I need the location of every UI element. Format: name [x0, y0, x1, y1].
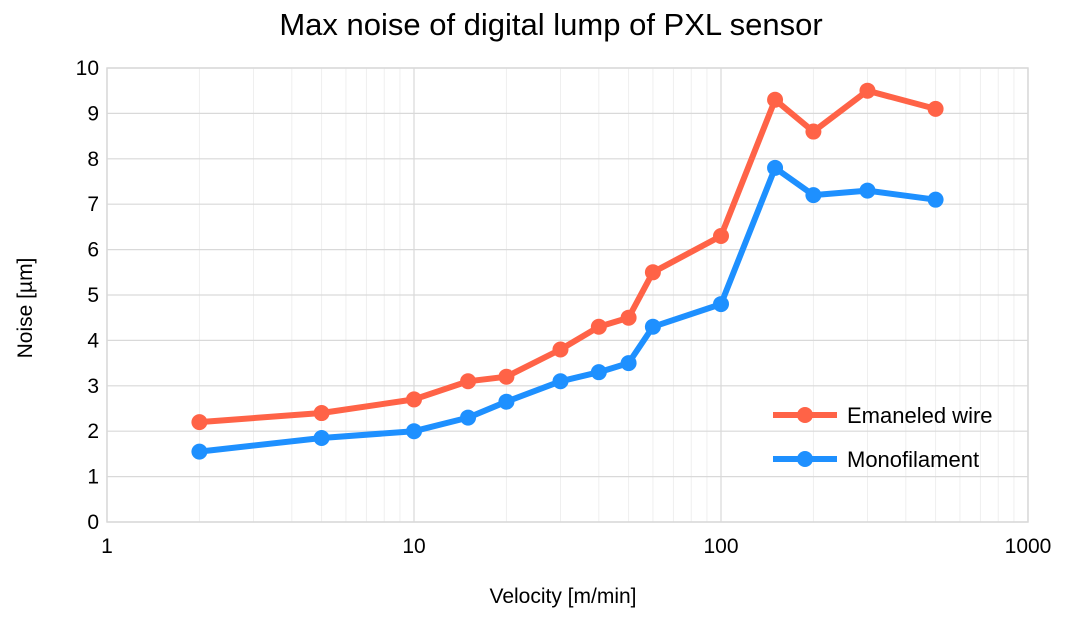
series-monofilament	[191, 159, 944, 460]
y-tick-label: 6	[87, 239, 99, 262]
data-point	[460, 409, 477, 426]
y-tick-label: 7	[87, 193, 99, 216]
data-point	[460, 373, 477, 390]
series-line	[199, 164, 936, 455]
y-tick-label: 3	[87, 375, 99, 398]
data-point	[313, 430, 330, 447]
data-point	[620, 309, 637, 326]
data-point	[498, 368, 515, 385]
x-tick-label: 1	[101, 535, 113, 558]
x-tick-label: 1000	[1005, 535, 1052, 558]
y-axis-label: Noise [µm]	[14, 258, 37, 359]
data-point	[552, 373, 569, 390]
x-axis-label: Velocity [m/min]	[489, 585, 636, 608]
y-tick-label: 10	[76, 57, 99, 80]
legend-label: Emaneled wire	[847, 403, 993, 428]
y-tick-label: 5	[87, 284, 99, 307]
legend-item: Monofilament	[773, 447, 979, 472]
y-tick-label: 1	[87, 466, 99, 489]
data-point	[590, 318, 607, 335]
data-point	[406, 423, 422, 440]
y-tick-label: 2	[87, 420, 99, 443]
data-point	[191, 443, 208, 460]
data-point	[927, 191, 944, 208]
series-group	[191, 82, 944, 460]
data-point	[927, 100, 944, 117]
data-point	[620, 355, 637, 372]
legend-point-marker	[797, 451, 813, 467]
data-point	[767, 159, 784, 176]
legend-label: Monofilament	[847, 447, 979, 472]
chart-title: Max noise of digital lump of PXL sensor	[279, 7, 822, 42]
y-axis-ticks: 0 1 2 3 4 5 6 7 8 9 10	[76, 57, 100, 534]
plot-area-border	[106, 67, 1029, 523]
x-axis-ticks: 1 10 100 1000	[101, 535, 1051, 558]
series-line	[199, 87, 937, 426]
data-point	[713, 227, 729, 244]
y-tick-label: 8	[87, 148, 99, 171]
data-point	[767, 91, 784, 108]
data-point	[191, 414, 208, 431]
data-point	[552, 341, 569, 358]
data-point	[805, 187, 822, 204]
series-emaneled-wire	[191, 82, 944, 431]
legend-item: Emaneled wire	[773, 403, 993, 428]
legend: Emaneled wire Monofilament	[773, 403, 993, 472]
y-tick-label: 0	[87, 511, 99, 534]
data-point	[805, 123, 822, 140]
data-point	[859, 182, 876, 199]
data-point	[406, 391, 422, 408]
y-tick-label: 4	[87, 329, 99, 352]
x-tick-label: 10	[402, 535, 425, 558]
data-point	[644, 318, 661, 335]
data-point	[713, 296, 729, 313]
data-point	[498, 393, 515, 410]
x-tick-label: 100	[703, 535, 738, 558]
data-point	[859, 82, 876, 99]
data-point	[644, 264, 661, 281]
data-point	[313, 405, 330, 422]
data-point	[590, 364, 607, 381]
y-tick-label: 9	[87, 102, 99, 125]
legend-point-marker	[797, 407, 813, 423]
